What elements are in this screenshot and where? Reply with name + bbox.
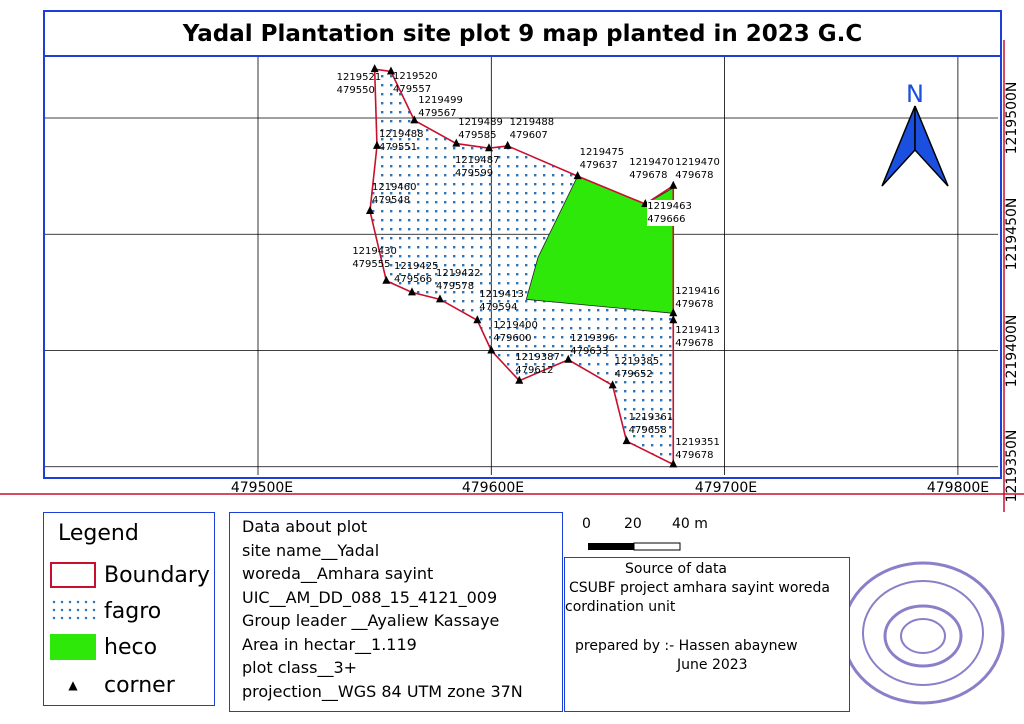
corner-label: 1219413 479678 <box>675 325 720 350</box>
fagro-area <box>369 69 674 465</box>
corner-label: 1219351 479678 <box>675 437 720 462</box>
corner-label: 1219400 479600 <box>493 319 538 344</box>
north-arrow-icon: N <box>881 80 949 187</box>
y-tick: 1219450N <box>1004 197 1020 271</box>
source-line: cordination unit <box>565 599 676 615</box>
corner-marker-icon <box>473 315 482 324</box>
corner-label: 1219487 479599 <box>454 155 500 180</box>
corner-marker-icon <box>608 380 617 389</box>
legend-label: fagro <box>104 598 162 624</box>
info-line: UIC__AM_DD_088_15_4121_009 <box>242 587 498 607</box>
map-frame <box>43 55 1002 479</box>
corner-label: 1219422 479578 <box>435 268 481 293</box>
corner-marker-icon <box>503 140 512 149</box>
corner-label: 1219385 479652 <box>614 356 660 381</box>
source-heading: Source of data <box>625 561 728 577</box>
corner-label: 1219499 479567 <box>418 95 463 120</box>
source-panel: Source of data CSUBF project amhara sayi… <box>564 557 850 712</box>
x-tick: 479500E <box>230 480 294 496</box>
corner-label: 1219361 479658 <box>628 412 674 437</box>
corner-marker-icon <box>669 315 678 324</box>
y-tick: 1219500N <box>1004 81 1020 155</box>
corner-label: 1219413 479594 <box>479 289 524 314</box>
corner-marker-icon <box>564 354 573 363</box>
scale-label-0: 0 <box>582 516 591 532</box>
x-tick: 479800E <box>926 480 990 496</box>
corner-marker-icon <box>382 275 391 284</box>
y-tick: 1219400N <box>1004 314 1020 388</box>
legend: Legend Boundary fagro heco ▲ corner <box>43 512 215 706</box>
corner-marker-icon <box>622 436 631 445</box>
info-line: Group leader __Ayaliew Kassaye <box>242 611 500 630</box>
info-line: projection__WGS 84 UTM zone 37N <box>242 681 523 701</box>
corner-label: 1219521 479550 <box>336 72 382 97</box>
info-line: plot class__3+ <box>242 658 358 677</box>
corner-marker-icon <box>407 287 416 296</box>
date: June 2023 <box>677 657 748 673</box>
info-line: woreda__Amhara sayint <box>242 564 434 583</box>
source-line: CSUBF project amhara sayint woreda <box>569 580 830 596</box>
corner-marker-icon <box>372 140 381 149</box>
corner-label: 1219460 479548 <box>371 182 417 206</box>
info-line: Area in hectar__1.119 <box>242 634 417 654</box>
info-line: Data about plot <box>242 517 368 536</box>
corner-label: 1219425 479566 <box>393 261 439 286</box>
x-tick: 479600E <box>461 480 525 496</box>
boundary-swatch <box>50 562 96 588</box>
map-title: Yadal Plantation site plot 9 map planted… <box>43 10 1002 55</box>
corner-marker-icon <box>669 180 678 189</box>
x-tick: 479700E <box>694 480 758 496</box>
corner-marker-icon <box>435 294 444 303</box>
legend-label: Boundary <box>104 562 210 588</box>
y-tick: 1219350N <box>1004 429 1020 503</box>
corner-marker-icon <box>410 115 419 124</box>
legend-item-corner: ▲ corner <box>50 671 175 699</box>
heco-swatch <box>50 634 96 660</box>
legend-item-fagro: fagro <box>50 597 161 625</box>
corner-marker-icon <box>669 459 678 468</box>
corner-marker-icon <box>573 171 582 180</box>
boundary-line <box>369 68 675 466</box>
corner-label: 1219463 479666 <box>647 200 692 227</box>
corner-marker-icon <box>452 138 461 147</box>
corner-marker-icon <box>386 66 395 75</box>
scale-label-40: 40 m <box>672 516 708 532</box>
prepared-by: prepared by :- Hassen abaynew <box>575 638 798 654</box>
corner-marker-icon <box>515 375 524 384</box>
corner-label: 1219470 479678 <box>675 156 720 181</box>
corner-marker-icon <box>365 206 374 214</box>
legend-label: corner <box>104 672 175 698</box>
plot-info-panel: Data about plot site name__Yadal woreda_… <box>229 512 563 712</box>
corner-label: 1219387 479612 <box>515 351 560 376</box>
fagro-swatch <box>50 598 96 624</box>
corner-label: 1219488 479607 <box>509 116 555 141</box>
legend-label: heco <box>104 634 158 660</box>
scale-label-20: 20 <box>624 516 642 532</box>
info-line: site name__Yadal <box>242 540 380 560</box>
legend-item-boundary: Boundary <box>50 561 210 589</box>
corner-label: 1219430 479555 <box>352 245 397 270</box>
corner-marker-icon <box>370 64 379 73</box>
corner-label: 1219489 479585 <box>458 116 503 141</box>
corner-label: 1219475 479637 <box>579 147 625 172</box>
corner-label: 1219520 479557 <box>392 70 438 95</box>
scale-bar <box>588 542 681 551</box>
corner-label: 1219416 479678 <box>675 286 720 311</box>
corner-marker-icon <box>669 308 678 317</box>
corner-marker-icon <box>484 143 493 152</box>
legend-item-heco: heco <box>50 633 157 661</box>
corner-label: 1219488 479551 <box>378 128 424 153</box>
corner-label: 1219470 479678 <box>629 156 674 181</box>
corner-label: 1219396 479633 <box>570 332 615 357</box>
north-label: N <box>906 80 924 108</box>
corner-marker-icon <box>487 345 496 354</box>
stamp-seal <box>841 561 1005 705</box>
legend-title: Legend <box>58 521 139 546</box>
corner-triangle-icon: ▲ <box>68 678 78 692</box>
